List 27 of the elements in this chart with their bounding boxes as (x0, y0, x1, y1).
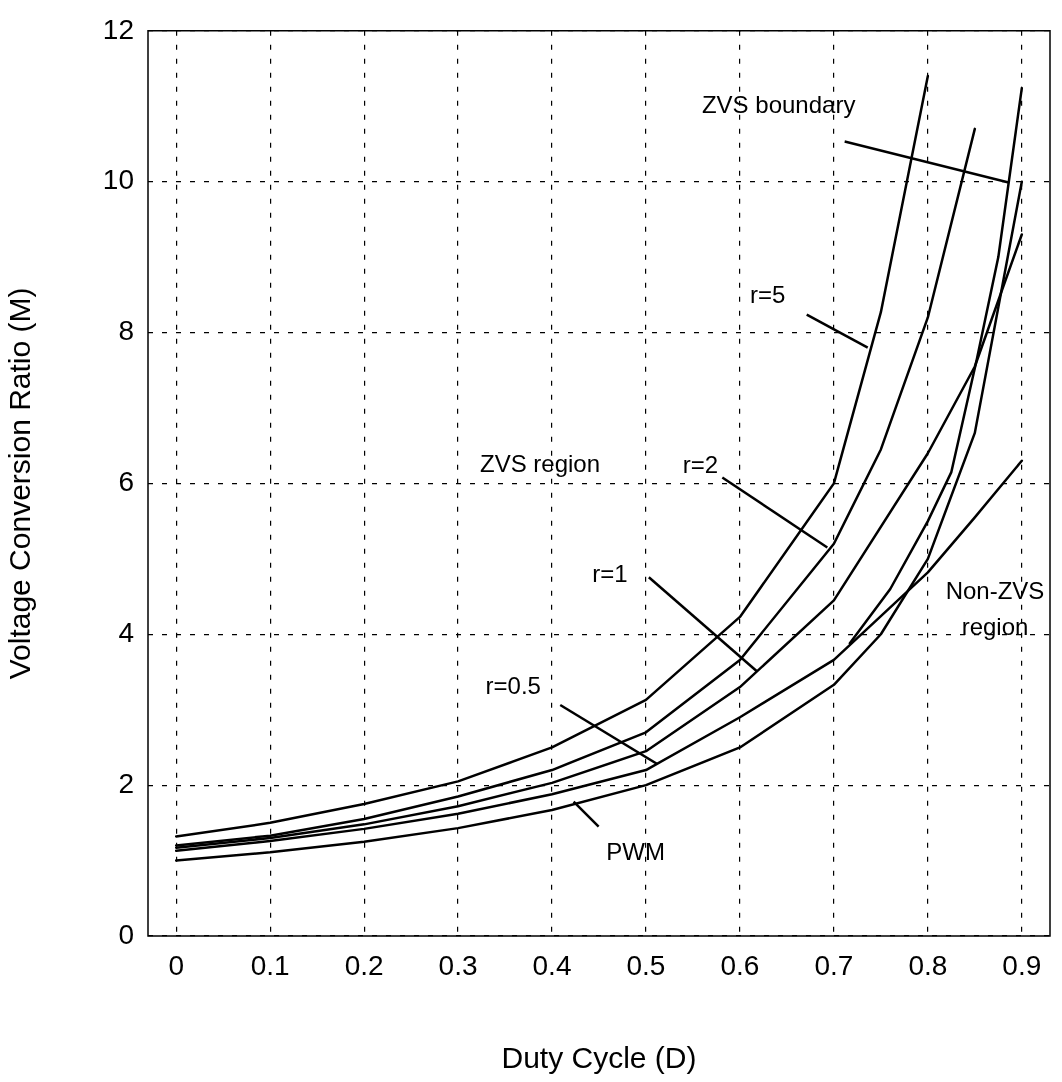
x-tick-label: 0.1 (250, 949, 290, 981)
annotation: ZVS region (479, 449, 601, 477)
y-tick-label: 12 (102, 13, 134, 45)
annotation: ZVS boundary (701, 91, 856, 119)
annotation: r=2 (682, 451, 718, 479)
annotation: Non-ZVS region (945, 576, 1045, 640)
annotation: r=5 (750, 281, 786, 309)
x-tick-label: 0.5 (626, 949, 666, 981)
x-tick-label: 0.7 (814, 949, 854, 981)
y-tick-label: 2 (118, 767, 134, 799)
annotation: PWM (606, 838, 665, 866)
y-tick-label: 6 (118, 466, 134, 498)
x-tick-label: 0.4 (532, 949, 572, 981)
x-axis-title: Duty Cycle (D) (501, 1041, 697, 1075)
x-tick-label: 0.9 (1002, 949, 1042, 981)
x-tick-label: 0.3 (438, 949, 478, 981)
annotation: r=1 (592, 559, 628, 587)
x-tick-label: 0.2 (344, 949, 384, 981)
x-tick-label: 0.8 (908, 949, 948, 981)
y-tick-label: 0 (118, 918, 134, 950)
x-tick-label: 0.6 (720, 949, 760, 981)
annotation: r=0.5 (485, 671, 541, 699)
x-tick-label: 0 (168, 949, 184, 981)
y-tick-label: 10 (102, 164, 134, 196)
y-tick-label: 8 (118, 315, 134, 347)
y-tick-label: 4 (118, 616, 134, 648)
y-axis-title: Voltage Conversion Ratio (M) (3, 287, 37, 680)
